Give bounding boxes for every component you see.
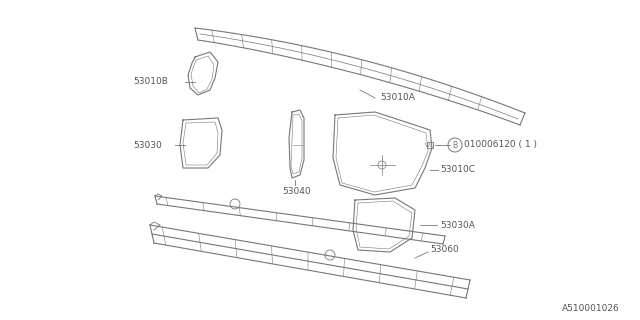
Text: B: B	[452, 140, 458, 149]
Text: 010006120 ( 1 ): 010006120 ( 1 )	[464, 140, 537, 149]
Text: 53010B: 53010B	[133, 77, 168, 86]
Text: 53030: 53030	[133, 140, 162, 149]
Text: 53040: 53040	[282, 188, 310, 196]
Text: A510001026: A510001026	[563, 304, 620, 313]
Text: 53030A: 53030A	[440, 220, 475, 229]
Text: 53010A: 53010A	[380, 93, 415, 102]
Text: 53060: 53060	[430, 245, 459, 254]
Text: 53010C: 53010C	[440, 165, 475, 174]
